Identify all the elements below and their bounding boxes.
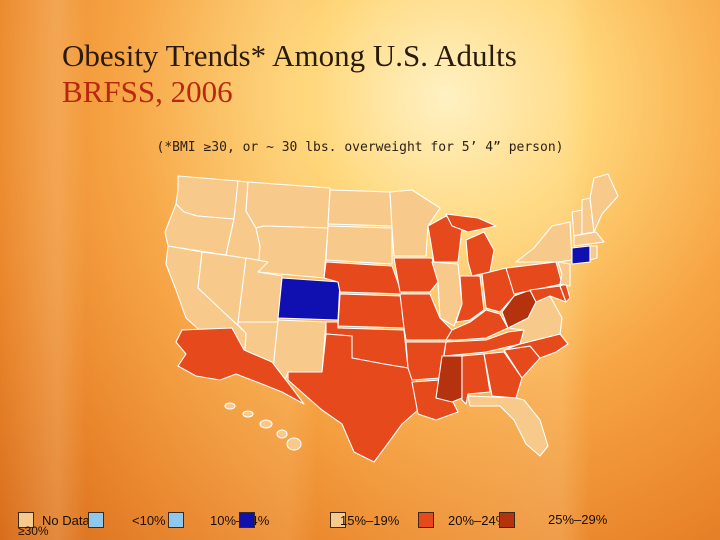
legend-swatch [18,512,34,528]
legend-item-15-19: 15%–19% [330,512,399,528]
legend-item-lt10: <10% [132,512,184,528]
legend-label: 25%–29% [548,512,608,527]
title-line-2: BRFSS, 2006 [62,74,233,109]
state-nc [503,333,569,359]
state-nj [557,261,571,287]
legend-swatch [239,512,256,528]
state-ga [483,351,523,399]
state-hi-3 [259,419,273,429]
legend-label: 15%–19% [340,512,400,528]
slide-subtitle: (*BMI ≥30, or ~ 30 lbs. overweight for 5… [156,140,564,155]
legend-swatch [167,512,184,528]
legend-item-10-14: 10%–14% [210,512,269,528]
state-ky [445,309,509,341]
state-ma [573,231,605,247]
state-ak [175,327,305,405]
state-hi-4 [276,429,288,439]
state-sd [325,225,393,265]
legend-swatch [499,512,516,528]
legend-item-25-29: 25%–29% [548,512,607,527]
state-mn [389,189,441,257]
state-vt [571,209,583,237]
state-mt [245,181,331,229]
state-ne [323,261,403,295]
state-ny [515,221,573,263]
state-ms [435,355,463,403]
legend-item-no-data: No Data [18,512,104,528]
legend-item-20-24: 20%–24% [418,512,516,528]
state-fl [467,395,549,457]
state-mi [465,231,495,277]
legend-swatch [87,512,104,528]
state-ar [405,341,447,381]
title-line-1: Obesity Trends* Among U.S. Adults [62,38,517,73]
slide-title: Obesity Trends* Among U.S. Adults BRFSS,… [62,38,517,110]
state-in [455,275,485,323]
state-md [529,285,567,303]
state-oh [481,267,517,313]
state-ct [571,245,591,265]
state-ia [393,257,439,293]
state-me [589,173,619,233]
state-hi-5 [286,437,302,451]
legend-swatch [418,512,434,528]
state-hi-2 [242,410,254,418]
legend-swatch [330,512,346,528]
state-nd [327,189,393,227]
state-tx [287,333,419,463]
state-ks [337,293,405,329]
state-ri [589,245,598,261]
state-wi [427,215,463,263]
state-hi-1 [224,402,236,410]
legend-label: No Data [42,512,90,528]
us-obesity-map [164,173,619,463]
state-co [277,277,341,321]
state-nm [271,319,327,381]
legend-label: 20%–24% [448,512,508,528]
state-wy [255,225,329,279]
state-il [431,261,463,327]
legend-label: <10% [132,512,166,528]
state-mi-up [445,213,497,233]
legend-label-ge30: ≥30% [18,524,49,538]
legend: No Data <10% 10%–14% 15%–19% 20%–24% 25%… [0,505,720,540]
